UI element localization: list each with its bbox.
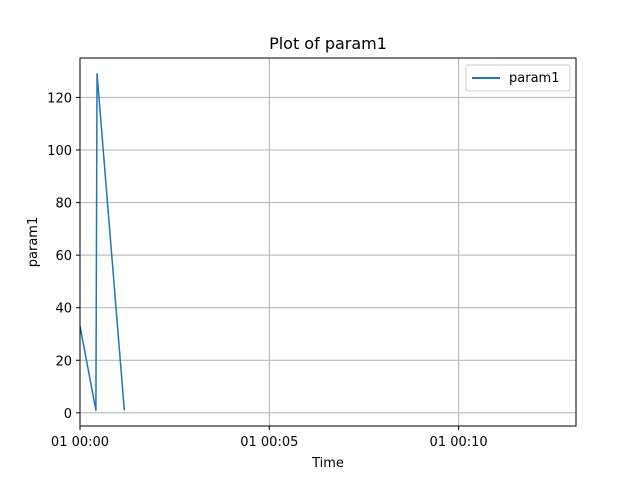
grid	[79, 58, 576, 426]
y-tick-label: 0	[64, 407, 72, 422]
legend-box	[465, 64, 571, 92]
x-tick-label: 01 00:10	[430, 435, 488, 450]
x-axis-label: Time	[311, 456, 344, 471]
y-tick-label: 40	[55, 302, 72, 317]
x-tick-label: 01 00:05	[240, 435, 298, 450]
legend: param1	[465, 64, 571, 92]
y-tick-label: 60	[55, 249, 72, 264]
y-axis-label: param1	[26, 217, 41, 267]
series-line-param1	[79, 73, 126, 411]
series-layer	[79, 73, 126, 411]
chart-title: Plot of param1	[269, 34, 387, 53]
ticks: 0 20 40 60 80 100 120 01 00:00 01 00:05 01 00:10	[47, 91, 488, 450]
y-tick-label: 20	[55, 354, 72, 369]
legend-label: param1	[509, 71, 559, 86]
y-tick-label: 120	[47, 91, 72, 106]
plot-frame	[79, 57, 577, 427]
x-tick-label: 01 00:00	[51, 435, 109, 450]
y-tick-label: 100	[47, 144, 72, 159]
y-tick-label: 80	[55, 197, 72, 212]
